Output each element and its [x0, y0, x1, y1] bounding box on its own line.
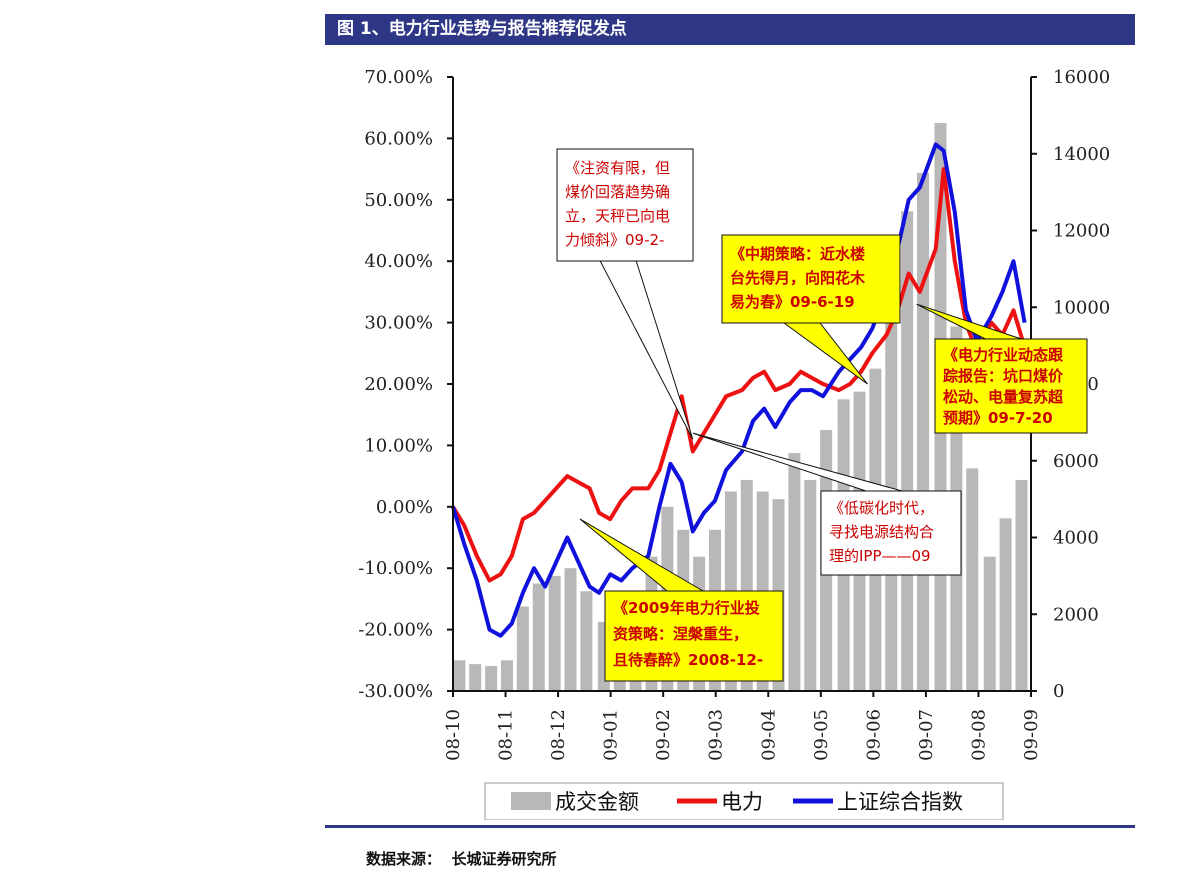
right-tick-label: 12000 [1053, 221, 1110, 242]
x-tick-label: 09-04 [758, 709, 779, 761]
legend-label-volume: 成交金额 [555, 790, 639, 814]
callout-box [934, 338, 1088, 434]
volume-bar [580, 591, 593, 691]
volume-bar [548, 575, 561, 691]
legend: 成交金额 电力 上证综合指数 [484, 782, 1004, 820]
callout-box [556, 148, 694, 262]
volume-bar [804, 479, 817, 691]
legend-swatch-volume [511, 792, 551, 810]
callout-text-line: 《电力行业动态跟 [943, 346, 1064, 364]
volume-bar [1015, 479, 1028, 691]
right-tick-label: 14000 [1053, 144, 1110, 165]
callout-text-line: 《低碳化时代， [829, 499, 934, 517]
left-tick-label: -30.00% [358, 681, 433, 702]
callout-text-line: 寻找电源结构合 [829, 523, 934, 541]
callout-text-line: 预期》09-7-20 [943, 409, 1053, 427]
right-tick-label: 4000 [1053, 528, 1099, 549]
electricity-line [451, 167, 1027, 583]
legend-frame [484, 782, 1004, 820]
callout-text-line: 台先得月，向阳花木 [730, 269, 866, 287]
left-tick-label: 30.00% [364, 313, 433, 334]
right-tick-label: 6000 [1053, 451, 1099, 472]
left-tick-label: 20.00% [364, 374, 433, 395]
volume-bar [500, 660, 513, 691]
callout-pointer [916, 303, 1022, 340]
figure-title: 图 1、电力行业走势与报告推荐促发点 [325, 14, 1135, 45]
left-tick-label: 50.00% [364, 190, 433, 211]
callout-text-line: 《2009年电力行业投 [613, 599, 760, 617]
x-tick-label: 08-12 [548, 709, 569, 761]
x-tick-label: 09-08 [968, 709, 989, 761]
volume-bar [564, 568, 577, 691]
callout-text-line: 踪报告：坑口煤价 [943, 367, 1064, 385]
x-tick-label: 09-07 [916, 709, 937, 761]
callout-box [604, 590, 784, 682]
volume-bar [999, 518, 1012, 691]
callouts: 《注资有限，但煤价回落趋势确立，天秤已向电力倾斜》09-2-《中期策略：近水楼台… [556, 148, 1088, 682]
index-line [451, 142, 1027, 638]
x-tick-label: 09-06 [863, 709, 884, 761]
volume-bar [966, 468, 979, 691]
callout-box [820, 490, 962, 576]
volume-bar [469, 664, 482, 691]
callout-box [721, 234, 901, 324]
x-tick-label: 09-01 [601, 709, 622, 761]
left-tick-label: 60.00% [364, 128, 433, 149]
volume-bar [788, 453, 801, 691]
right-tick-label: 2000 [1053, 604, 1099, 625]
callout-pointer [783, 322, 868, 385]
callout-text-line: 立，天秤已向电 [565, 207, 670, 225]
series-lines [451, 142, 1027, 638]
bottom-rule [325, 825, 1135, 828]
callout-pointer [599, 260, 694, 440]
chart: 70.00% 60.00% 50.00% 40.00% 30.00% 20.00% 10.0… [325, 45, 1135, 820]
data-source: 数据来源： 长城证券研究所 [366, 850, 557, 868]
x-tick-label: 08-11 [496, 709, 517, 761]
callout-text-line: 《中期策略：近水楼 [730, 245, 865, 263]
x-tick-label: 09-05 [811, 709, 832, 761]
left-tick-label: 70.00% [364, 67, 433, 88]
right-tick-label: 10000 [1053, 297, 1110, 318]
callout-text-line: 且待春醉》2008-12- [613, 651, 763, 669]
callout-text-line: 理的IPP——09 [829, 547, 931, 565]
volume-bar [516, 606, 529, 691]
x-tick-label: 09-02 [653, 709, 674, 761]
legend-label-index: 上证综合指数 [837, 790, 963, 814]
volume-bar [983, 556, 996, 691]
left-tick-label: 0.00% [376, 497, 433, 518]
callout-text-line: 力倾斜》09-2- [565, 231, 664, 249]
volume-bar [917, 172, 930, 691]
volume-bar [485, 666, 498, 691]
left-tick-label: -10.00% [358, 558, 433, 579]
callout-text-line: 《注资有限，但 [565, 159, 670, 177]
callout-pointer [692, 432, 903, 492]
left-tick-label: 10.00% [364, 435, 433, 456]
right-tick-label: 16000 [1053, 67, 1110, 88]
callout-text-line: 资策略：涅槃重生， [613, 625, 748, 643]
legend-label-electricity: 电力 [721, 790, 763, 814]
tick-labels: 70.00% 60.00% 50.00% 40.00% 30.00% 20.00% 10.0… [358, 67, 1110, 761]
volume-bar [453, 660, 466, 691]
volume-bar [532, 583, 545, 691]
callout-text-line: 易为春》09-6-19 [730, 293, 855, 311]
x-tick-label: 09-03 [706, 709, 727, 761]
callout-text-line: 松动、电量复苏超 [943, 388, 1064, 406]
x-tick-label: 08-10 [443, 709, 464, 761]
callout-pointer [579, 518, 704, 592]
callout-text-line: 煤价回落趋势确 [565, 183, 670, 201]
left-tick-label: -20.00% [358, 620, 433, 641]
left-tick-label: 40.00% [364, 251, 433, 272]
x-tick-label: 09-09 [1021, 709, 1042, 761]
right-tick-label: 0 [1053, 681, 1064, 702]
